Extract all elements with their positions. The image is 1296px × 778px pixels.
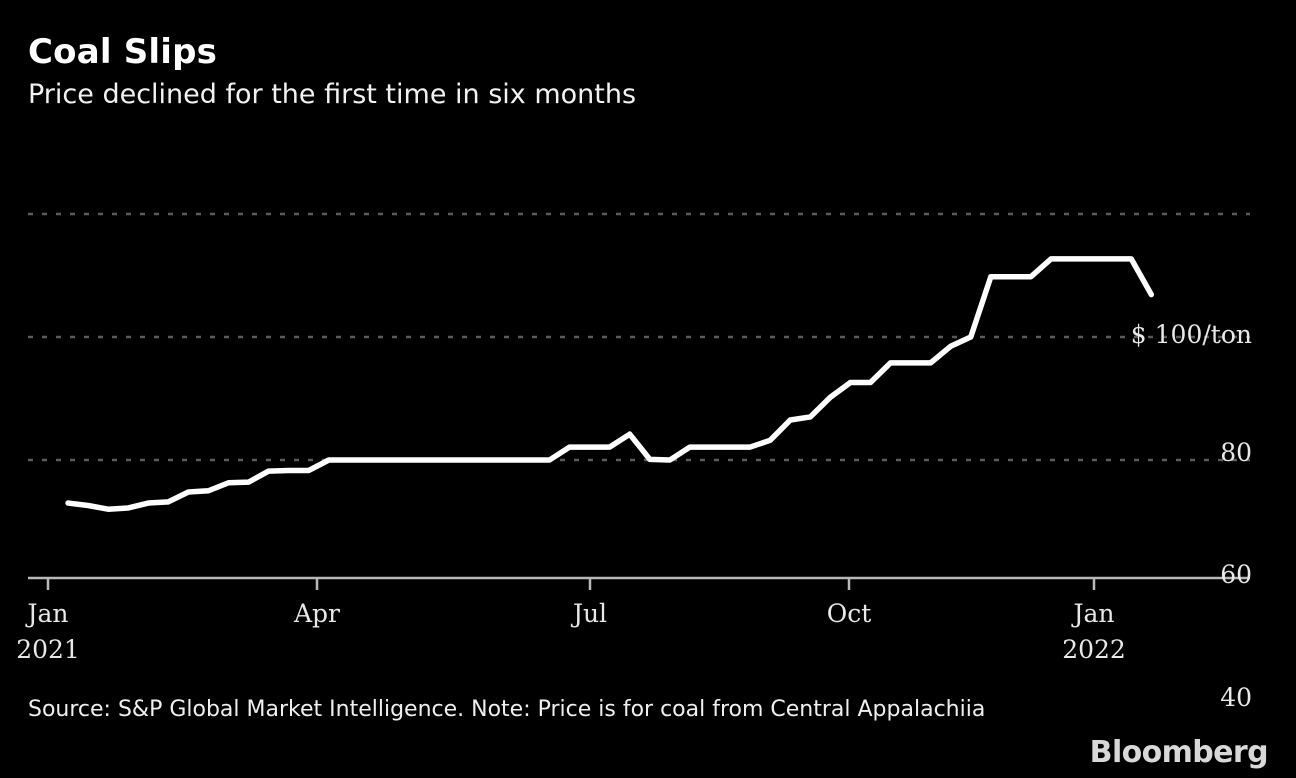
x-axis-label-5: Jan 2022 [1062,599,1126,664]
y-axis-label-80: 80 [1220,438,1252,467]
y-axis-label-60: 60 [1220,560,1252,589]
x-axis-label-1: Jan 2021 [16,599,80,664]
gridlines [28,212,1250,462]
x-axis-label-3: Jul [572,599,608,628]
line-chart-svg [28,212,1250,590]
y-axis-label-40: 40 [1220,683,1252,712]
x-axis-label-2: Apr [293,599,340,628]
price-line-series [65,256,1155,512]
x-axis-label-4: Oct [826,599,872,628]
page-title: Coal Slips [28,32,218,72]
y-axis-label-100: $ 100/ton [1130,320,1252,349]
source-note: Source: S&P Global Market Intelligence. … [28,697,986,722]
plot-area: $ 100/ton 80 60 40 Jan 2021 Apr Jul Oct Jan … [0,150,1296,712]
chart-header: Coal Slips Price declined for the first … [28,32,1228,112]
bloomberg-logo: Bloomberg [1089,735,1269,770]
x-axis-ticks [46,578,1096,590]
chart-subtitle: Price declined for the first time in six… [28,79,637,110]
